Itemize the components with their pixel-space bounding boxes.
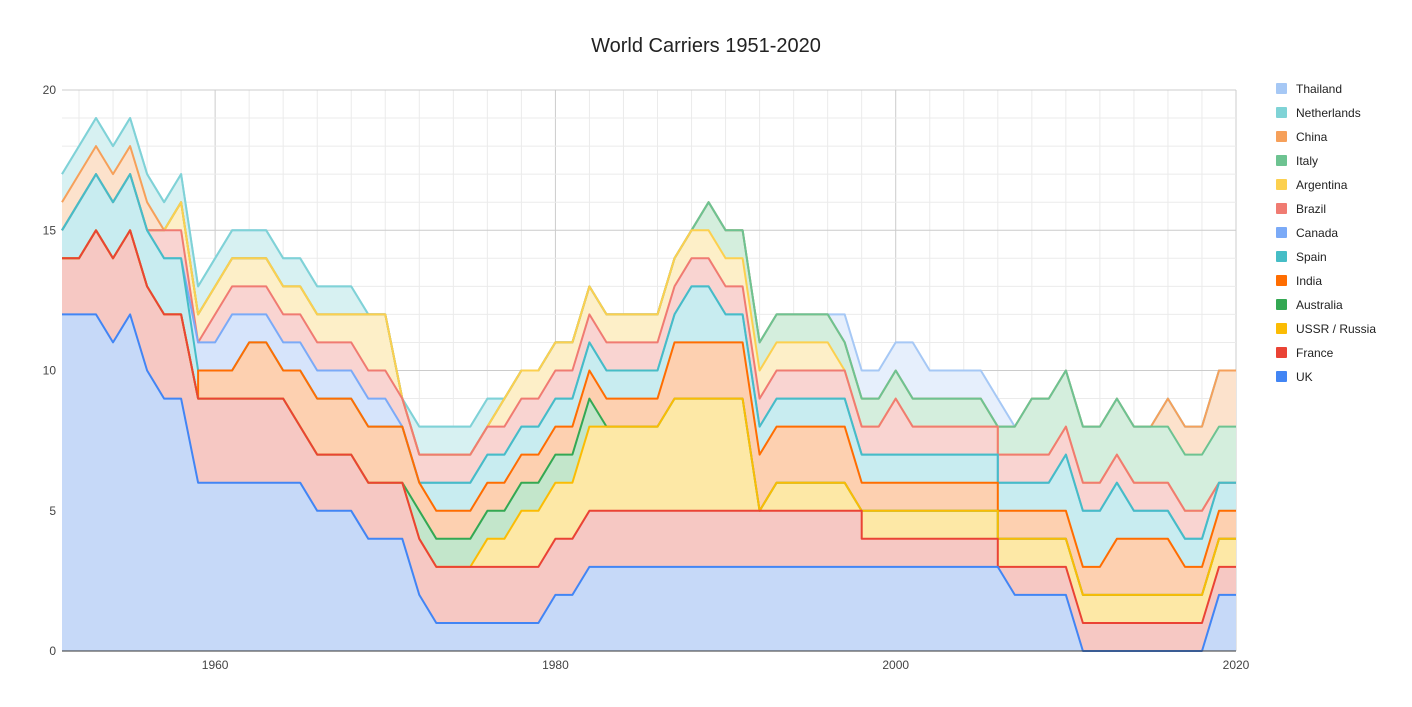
legend-label: India xyxy=(1296,274,1322,288)
legend-item-india[interactable]: India xyxy=(1276,274,1322,288)
y-tick-label: 0 xyxy=(49,644,56,658)
legend-item-australia[interactable]: Australia xyxy=(1276,298,1343,312)
y-tick-label: 5 xyxy=(49,504,56,518)
area-uk xyxy=(62,314,1236,651)
legend-label: France xyxy=(1296,346,1334,360)
legend-item-thailand[interactable]: Thailand xyxy=(1276,82,1342,96)
legend-swatch xyxy=(1276,275,1287,286)
legend-label: USSR / Russia xyxy=(1296,322,1376,336)
legend-swatch xyxy=(1276,347,1287,358)
legend-label: China xyxy=(1296,130,1328,144)
line-brazil xyxy=(61,173,1236,512)
legend-item-argentina[interactable]: Argentina xyxy=(1276,178,1348,192)
x-tick-label: 2020 xyxy=(1223,658,1250,672)
legend-swatch xyxy=(1276,131,1287,142)
legend-swatch xyxy=(1276,155,1287,166)
legend-item-canada[interactable]: Canada xyxy=(1276,226,1338,240)
axes: 1960 1980 2000 2020 0 5 10 15 20 xyxy=(43,83,1250,672)
legend-swatch xyxy=(1276,227,1287,238)
legend-item-italy[interactable]: Italy xyxy=(1276,154,1318,168)
legend-swatch xyxy=(1276,179,1287,190)
x-tick-label: 1960 xyxy=(202,658,229,672)
legend-item-france[interactable]: France xyxy=(1276,346,1334,360)
x-tick-label: 2000 xyxy=(882,658,909,672)
stacked-areas xyxy=(62,118,1236,652)
y-tick-label: 15 xyxy=(43,223,57,237)
legend-label: Canada xyxy=(1296,226,1338,240)
legend-swatch xyxy=(1276,107,1287,118)
chart-title: World Carriers 1951-2020 xyxy=(591,35,821,57)
legend-item-uk[interactable]: UK xyxy=(1276,370,1313,384)
legend-swatch xyxy=(1276,299,1287,310)
legend-swatch xyxy=(1276,83,1287,94)
y-tick-label: 10 xyxy=(43,364,57,378)
legend-label: Thailand xyxy=(1296,82,1342,96)
legend-label: Brazil xyxy=(1296,202,1326,216)
legend-item-spain[interactable]: Spain xyxy=(1276,250,1327,264)
legend-swatch xyxy=(1276,203,1287,214)
legend-item-netherlands[interactable]: Netherlands xyxy=(1276,106,1361,120)
legend-item-brazil[interactable]: Brazil xyxy=(1276,202,1326,216)
legend-swatch xyxy=(1276,371,1287,382)
series-lines xyxy=(61,117,1236,652)
legend-item-ussr-russia[interactable]: USSR / Russia xyxy=(1276,322,1376,336)
legend-label: UK xyxy=(1296,370,1313,384)
legend-swatch xyxy=(1276,323,1287,334)
legend-item-china[interactable]: China xyxy=(1276,130,1328,144)
x-tick-label: 1980 xyxy=(542,658,569,672)
legend-swatch xyxy=(1276,251,1287,262)
legend-label: Australia xyxy=(1296,298,1343,312)
legend-label: Argentina xyxy=(1296,178,1348,192)
legend-label: Italy xyxy=(1296,154,1318,168)
legend[interactable]: Thailand Netherlands China Italy Argentina Br… xyxy=(1276,82,1376,384)
y-tick-label: 20 xyxy=(43,83,57,97)
line-uk xyxy=(62,313,1236,652)
legend-label: Spain xyxy=(1296,250,1327,264)
legend-label: Netherlands xyxy=(1296,106,1361,120)
